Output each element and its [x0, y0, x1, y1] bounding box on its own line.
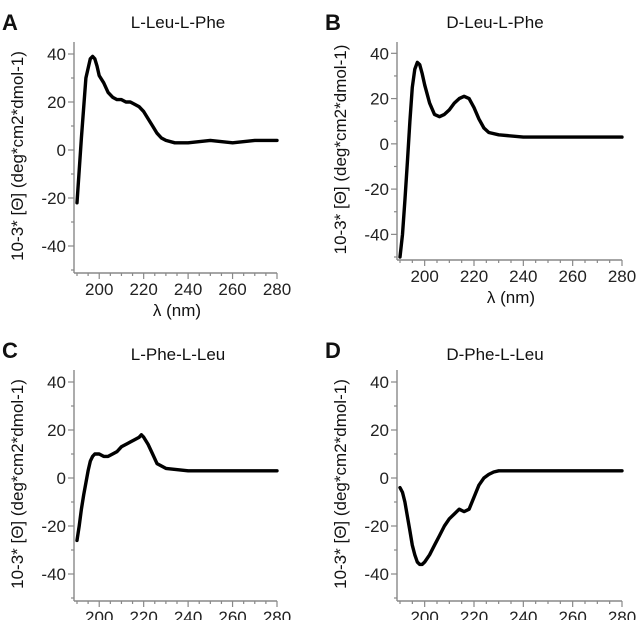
- y-tick-label: -20: [364, 517, 389, 536]
- panel-letter: A: [2, 10, 18, 35]
- y-tick-label: 20: [47, 421, 66, 440]
- cd-curve-d: [398, 469, 624, 567]
- panel-title: D-Leu-L-Phe: [446, 13, 543, 32]
- y-tick-label: 40: [47, 373, 66, 392]
- x-tick-label: 220: [129, 280, 157, 299]
- x-tick-label: 200: [85, 280, 113, 299]
- x-tick-label: 240: [509, 267, 537, 286]
- cd-curve-a: [75, 54, 279, 205]
- x-tick-label: 280: [608, 267, 636, 286]
- y-tick-label: -40: [41, 565, 66, 584]
- x-tick-label: 220: [129, 608, 157, 620]
- x-tick-label: 280: [263, 608, 291, 620]
- y-tick-label: 0: [380, 469, 389, 488]
- x-tick-label: 260: [218, 608, 246, 620]
- y-tick-label: -40: [364, 565, 389, 584]
- y-tick-label: 20: [370, 421, 389, 440]
- y-axis-label: 10-3* [Θ] (deg*cm2*dmol-1): [8, 379, 27, 589]
- y-tick-label: 0: [57, 141, 66, 160]
- x-tick-label: 260: [558, 608, 586, 620]
- y-tick-label: 0: [380, 135, 389, 154]
- x-tick-label: 260: [218, 280, 246, 299]
- y-tick-label: 40: [47, 45, 66, 64]
- y-tick-label: 20: [47, 93, 66, 112]
- x-tick-label: 200: [410, 267, 438, 286]
- y-tick-label: 0: [57, 469, 66, 488]
- x-tick-label: 240: [174, 280, 202, 299]
- x-axis-label: λ (nm): [487, 288, 535, 307]
- y-tick-label: -20: [41, 189, 66, 208]
- y-tick-label: 40: [370, 44, 389, 63]
- panel-letter: C: [2, 338, 18, 363]
- panel-letter: B: [325, 10, 341, 35]
- x-axis-label: λ (nm): [153, 301, 201, 320]
- y-axis-label: 10-3* [Θ] (deg*cm2*dmol-1): [331, 45, 350, 255]
- panel-d: DD-Phe-L-Leu40200-20-40200220240260280λ …: [325, 338, 636, 620]
- x-tick-label: 220: [460, 608, 488, 620]
- x-tick-label: 200: [85, 608, 113, 620]
- y-axis-label: 10-3* [Θ] (deg*cm2*dmol-1): [8, 51, 27, 261]
- panel-title: D-Phe-L-Leu: [446, 345, 543, 364]
- y-tick-label: -40: [364, 225, 389, 244]
- y-tick-label: 40: [370, 373, 389, 392]
- panel-title: L-Leu-L-Phe: [131, 13, 226, 32]
- x-tick-label: 280: [263, 280, 291, 299]
- panel-letter: D: [325, 338, 341, 363]
- x-tick-label: 260: [558, 267, 586, 286]
- y-tick-label: -40: [41, 237, 66, 256]
- cd-curve-b: [398, 60, 624, 259]
- x-tick-label: 240: [174, 608, 202, 620]
- panel-c: CL-Phe-L-Leu40200-20-40200220240260280λ …: [2, 338, 291, 620]
- panel-title: L-Phe-L-Leu: [131, 345, 226, 364]
- y-tick-label: 20: [370, 90, 389, 109]
- x-tick-label: 280: [608, 608, 636, 620]
- x-tick-label: 240: [509, 608, 537, 620]
- y-tick-label: -20: [41, 517, 66, 536]
- x-tick-label: 220: [460, 267, 488, 286]
- y-tick-label: -20: [364, 180, 389, 199]
- x-tick-label: 200: [410, 608, 438, 620]
- y-axis-label: 10-3* [Θ] (deg*cm2*dmol-1): [331, 379, 350, 589]
- cd-curve-c: [75, 433, 279, 543]
